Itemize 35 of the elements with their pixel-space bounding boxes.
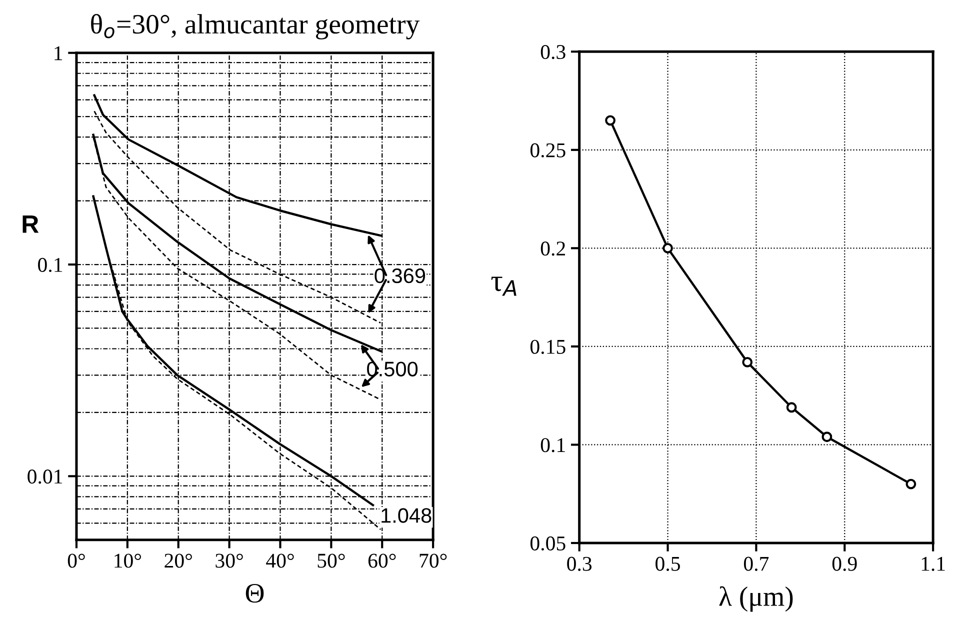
x-tick-label: 50° (318, 554, 345, 568)
y-tick-label: 0.2 (540, 242, 565, 256)
y-axis-title: R (22, 216, 39, 233)
point (786, 402, 797, 413)
x-axis-title: λ (μm) (719, 586, 793, 612)
y-tick-label: 0.3 (540, 45, 566, 60)
y-tick-label: 0.1 (38, 258, 62, 272)
point (742, 356, 753, 368)
y-tick-label: 0.1 (540, 438, 565, 452)
x-tick-label: 10° (114, 554, 141, 568)
x-tick-label: 0° (68, 554, 85, 568)
y-tick-label: 0.25 (530, 143, 566, 158)
x-tick-label: 30° (216, 554, 243, 568)
point (605, 115, 616, 126)
x-tick-label: 70° (420, 554, 447, 568)
x-tick-label: 20° (164, 554, 192, 568)
y-tick-label: 1 (54, 46, 62, 60)
y-tick-label: 0.05 (530, 536, 566, 551)
chart-title: θ$_{o}$=30°, almucantar geometry (91, 14, 420, 40)
x-tick-label: 60° (368, 554, 396, 568)
x-tick-label: 40° (266, 554, 294, 568)
x-axis-title: Θ (246, 584, 264, 603)
x-tick-label: 1.1 (922, 556, 945, 571)
point (662, 242, 673, 254)
y-tick-label: 0.01 (28, 470, 62, 484)
point (822, 432, 832, 442)
x-tick-label: 0.3 (567, 556, 592, 571)
x-tick-label: 0.9 (832, 556, 857, 571)
y-tick-label: 0.15 (530, 340, 566, 354)
x-tick-label: 0.5 (656, 556, 680, 571)
annotation: 1.048 (382, 508, 432, 523)
y-axis-title: τ$_{A}$ (491, 276, 516, 296)
annotation: 0.369 (374, 268, 426, 284)
x-tick-label: 0.7 (744, 556, 769, 571)
point (906, 478, 916, 490)
